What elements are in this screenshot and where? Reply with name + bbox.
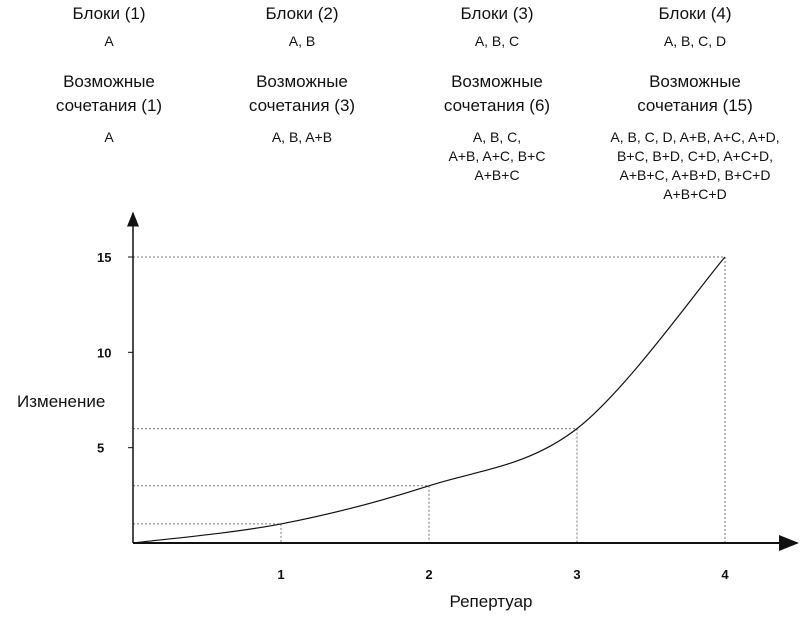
combos-title: Возможные сочетания (3) xyxy=(248,72,356,115)
x-tick-label-3: 3 xyxy=(573,567,580,582)
combos-list: A, B, A+B xyxy=(271,129,333,145)
combos-title: Возможные сочетания (6) xyxy=(443,72,551,115)
y-axis-label: Изменение xyxy=(17,392,105,411)
combos-list: A, B, C, A+B, A+C, B+C A+B+C xyxy=(448,129,546,183)
blocks-title: Блоки (4) xyxy=(658,4,732,23)
y-tick-label-10: 10 xyxy=(97,345,111,360)
blocks-title: Блоки (1) xyxy=(72,4,146,23)
x-tick-label-2: 2 xyxy=(425,567,432,582)
blocks-list: A, B xyxy=(288,33,316,49)
blocks-list: A xyxy=(104,33,114,49)
combos-list: A, B, C, D, A+B, A+C, A+D, B+C, B+D, C+D… xyxy=(610,129,780,202)
blocks-list: A, B, C, D xyxy=(663,33,727,49)
combos-list: A xyxy=(104,129,114,145)
blocks-title: Блоки (2) xyxy=(265,4,339,23)
y-tick-label-5: 5 xyxy=(97,441,104,456)
x-axis-label: Репертуар xyxy=(450,592,533,611)
blocks-list: A, B, C xyxy=(474,33,520,49)
combos-title: Возможные сочетания (1) xyxy=(55,72,163,115)
guide-lines xyxy=(133,256,726,543)
combos-title: Возможные сочетания (15) xyxy=(637,72,753,115)
y-tick-label-15: 15 xyxy=(97,250,111,265)
blocks-title: Блоки (3) xyxy=(460,4,534,23)
growth-curve xyxy=(132,256,726,544)
x-tick-label-1: 1 xyxy=(277,567,284,582)
x-tick-label-4: 4 xyxy=(721,567,729,582)
